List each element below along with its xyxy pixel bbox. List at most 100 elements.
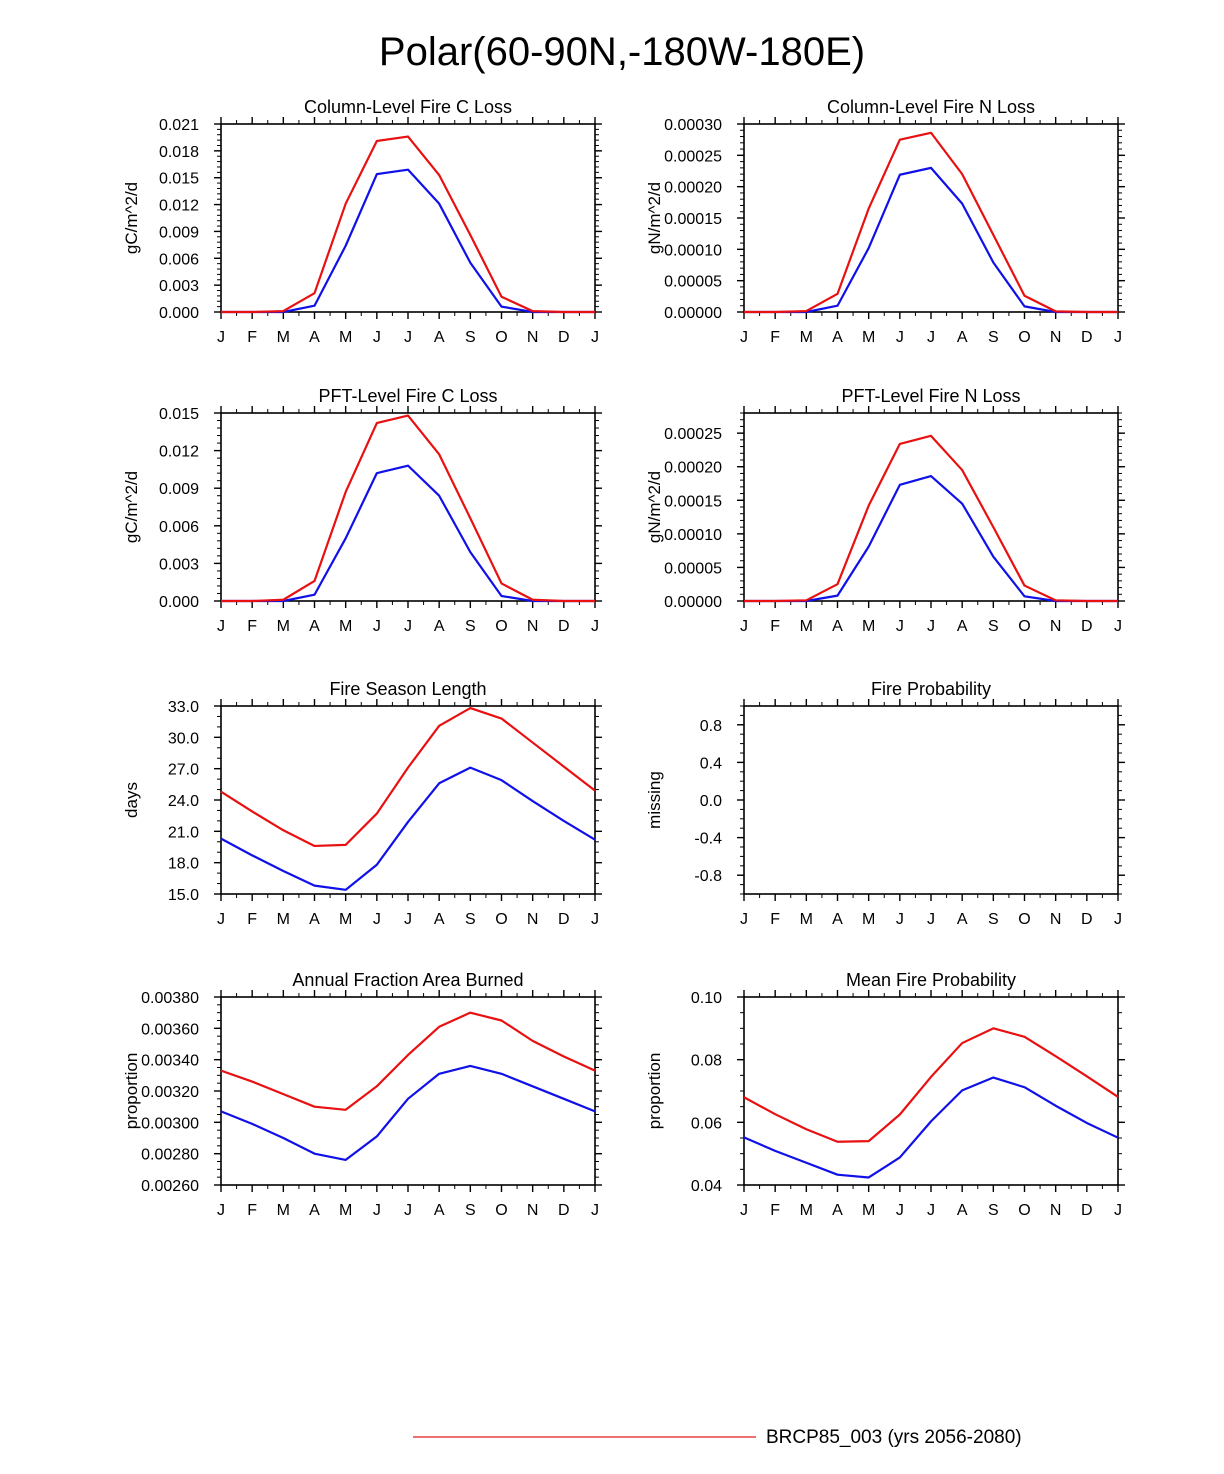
y-tick-label: 0.00000 [664, 305, 722, 322]
chart-title: PFT-Level Fire N Loss [841, 386, 1020, 406]
y-tick-label: 0.00010 [664, 527, 722, 544]
series-line-blue [220, 766, 596, 891]
x-tick-label: N [1050, 911, 1062, 928]
x-tick-label: M [339, 329, 352, 346]
y-tick-label: 0.009 [159, 224, 199, 241]
plot-frame [743, 996, 1119, 1186]
y-axis-label: gC/m^2/d [122, 182, 141, 254]
x-tick-label: J [896, 1202, 904, 1219]
y-tick-label: 0.006 [159, 251, 199, 268]
y-tick-label: 0.00280 [141, 1147, 199, 1164]
y-tick-label: 0.00380 [141, 990, 199, 1007]
chart-panel-7: Annual Fraction Area Burned proportion J F M… [122, 970, 602, 1219]
y-tick-label: 0.06 [691, 1115, 722, 1132]
x-tick-label: M [277, 618, 290, 635]
plot-frame [743, 123, 1119, 313]
y-tick-label: 0.00020 [664, 180, 722, 197]
x-tick-label: M [339, 1202, 352, 1219]
x-tick-label: A [957, 618, 968, 635]
series-line-blue [744, 475, 1118, 603]
x-tick-label: M [862, 911, 875, 928]
x-tick-label: N [527, 329, 539, 346]
y-tick-label: 0.012 [159, 444, 199, 461]
x-tick-label: A [309, 329, 320, 346]
x-tick-label: J [1114, 618, 1122, 635]
chart-title: Column-Level Fire N Loss [827, 97, 1035, 117]
y-tick-label: 30.0 [168, 730, 199, 747]
y-tick-label: 0.8 [700, 718, 722, 735]
x-tick-label: O [495, 329, 507, 346]
y-tick-label: 0.04 [691, 1178, 722, 1195]
series-line-red [743, 1027, 1119, 1143]
y-tick-label: 0.00020 [664, 460, 722, 477]
series-line-red [744, 131, 1118, 314]
x-tick-label: M [277, 911, 290, 928]
x-tick-label: J [591, 618, 599, 635]
x-tick-label: O [1018, 911, 1030, 928]
x-tick-label: J [740, 618, 748, 635]
plot-frame [220, 123, 596, 313]
x-tick-label: J [896, 329, 904, 346]
x-tick-label: N [527, 618, 539, 635]
x-tick-label: J [927, 329, 935, 346]
y-axis-label: proportion [645, 1053, 664, 1130]
series-line-red [220, 706, 596, 848]
x-tick-label: S [988, 329, 999, 346]
x-tick-label: J [927, 618, 935, 635]
x-tick-label: S [988, 618, 999, 635]
chart-title: Annual Fraction Area Burned [292, 970, 523, 990]
x-tick-label: N [1050, 618, 1062, 635]
x-tick-label: J [896, 618, 904, 635]
y-tick-label: 27.0 [168, 762, 199, 779]
y-axis-label: missing [645, 771, 664, 829]
chart-panel-5: Fire Season Length days J F M A M J J A S O N D J 15.0 1… [122, 679, 602, 928]
x-tick-label: A [309, 911, 320, 928]
x-tick-label: M [862, 1202, 875, 1219]
y-tick-label: -0.4 [694, 831, 722, 848]
x-tick-label: D [558, 618, 570, 635]
y-tick-label: 15.0 [168, 887, 199, 904]
x-tick-label: J [591, 329, 599, 346]
series-line-blue [743, 1076, 1119, 1179]
x-tick-label: N [527, 911, 539, 928]
x-tick-label: A [957, 911, 968, 928]
x-tick-label: A [832, 618, 843, 635]
x-tick-label: A [832, 1202, 843, 1219]
x-tick-label: J [217, 618, 225, 635]
x-tick-label: A [434, 911, 445, 928]
series-line-red [221, 135, 595, 314]
x-tick-label: A [309, 1202, 320, 1219]
x-tick-label: J [740, 329, 748, 346]
x-tick-label: M [862, 618, 875, 635]
y-axis-label: proportion [122, 1053, 141, 1130]
y-tick-label: 0.003 [159, 556, 199, 573]
x-tick-label: S [465, 618, 476, 635]
x-tick-label: J [373, 329, 381, 346]
x-tick-label: J [591, 911, 599, 928]
x-tick-label: M [800, 1202, 813, 1219]
x-tick-label: M [862, 329, 875, 346]
x-tick-label: N [1050, 329, 1062, 346]
x-tick-label: M [339, 911, 352, 928]
x-tick-label: D [1081, 329, 1093, 346]
y-tick-label: 0.009 [159, 481, 199, 498]
x-tick-label: J [217, 911, 225, 928]
y-tick-label: 0.00360 [141, 1021, 199, 1038]
plot-frame [220, 705, 596, 895]
chart-title: PFT-Level Fire C Loss [318, 386, 497, 406]
x-tick-label: F [770, 618, 780, 635]
x-tick-label: A [434, 329, 445, 346]
x-tick-label: J [1114, 329, 1122, 346]
x-tick-label: S [465, 329, 476, 346]
chart-title: Mean Fire Probability [846, 970, 1016, 990]
chart-panel-3: PFT-Level Fire C Loss gC/m^2/d J F M A M J J A S O N… [122, 386, 602, 635]
x-tick-label: A [957, 1202, 968, 1219]
y-tick-label: 0.006 [159, 519, 199, 536]
y-tick-label: 0.00000 [664, 594, 722, 611]
x-tick-label: A [309, 618, 320, 635]
series-line-blue [221, 168, 595, 314]
x-tick-label: O [495, 618, 507, 635]
x-tick-label: J [1114, 911, 1122, 928]
y-tick-label: 33.0 [168, 699, 199, 716]
